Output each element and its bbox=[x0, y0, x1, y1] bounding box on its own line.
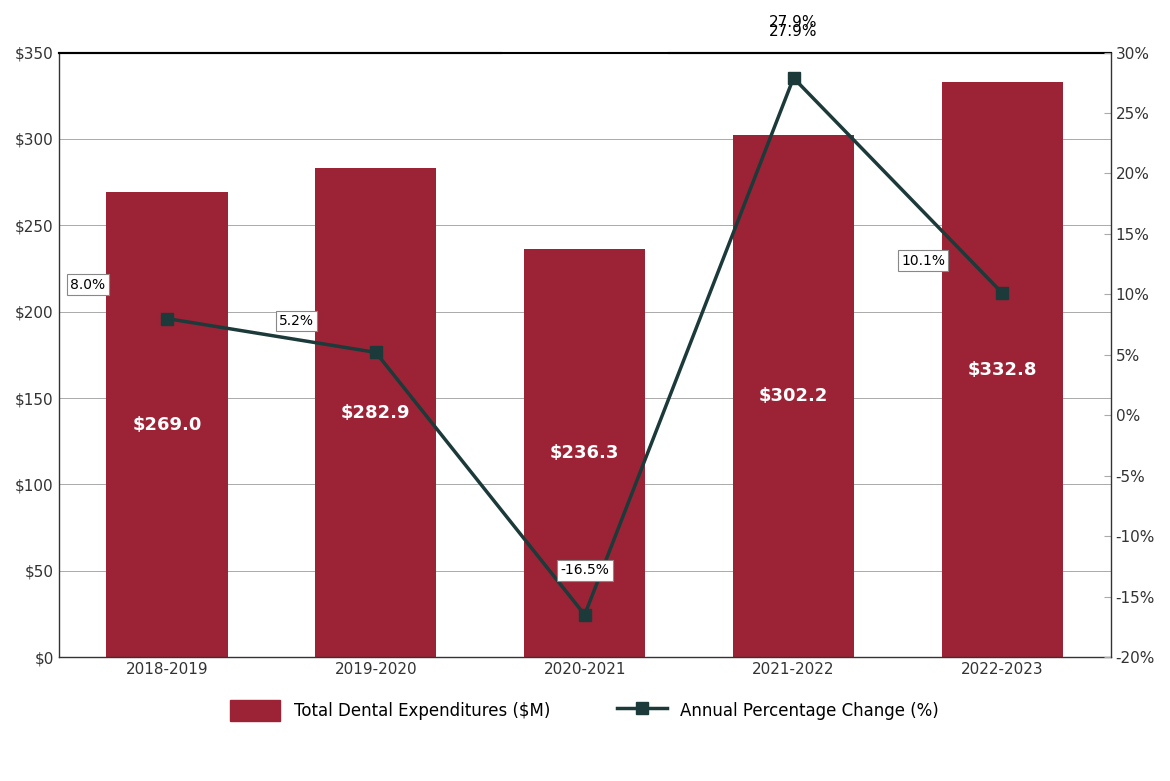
Text: $282.9: $282.9 bbox=[342, 404, 411, 422]
Bar bbox=[106, 192, 228, 657]
Legend: Total Dental Expenditures ($M), Annual Percentage Change (%): Total Dental Expenditures ($M), Annual P… bbox=[223, 694, 945, 727]
Text: $302.2: $302.2 bbox=[759, 387, 828, 405]
Text: 10.1%: 10.1% bbox=[901, 254, 945, 268]
Bar bbox=[942, 82, 1062, 657]
Bar bbox=[315, 169, 436, 657]
Text: $236.3: $236.3 bbox=[550, 444, 619, 462]
Text: 8.0%: 8.0% bbox=[70, 278, 105, 292]
Bar bbox=[732, 135, 854, 657]
Text: 27.9%: 27.9% bbox=[770, 24, 818, 39]
Text: $269.0: $269.0 bbox=[132, 415, 201, 433]
Text: -16.5%: -16.5% bbox=[560, 563, 610, 577]
Text: $332.8: $332.8 bbox=[968, 361, 1037, 379]
Bar bbox=[524, 249, 645, 657]
Text: 27.9%: 27.9% bbox=[770, 15, 818, 30]
Text: 5.2%: 5.2% bbox=[278, 314, 314, 328]
